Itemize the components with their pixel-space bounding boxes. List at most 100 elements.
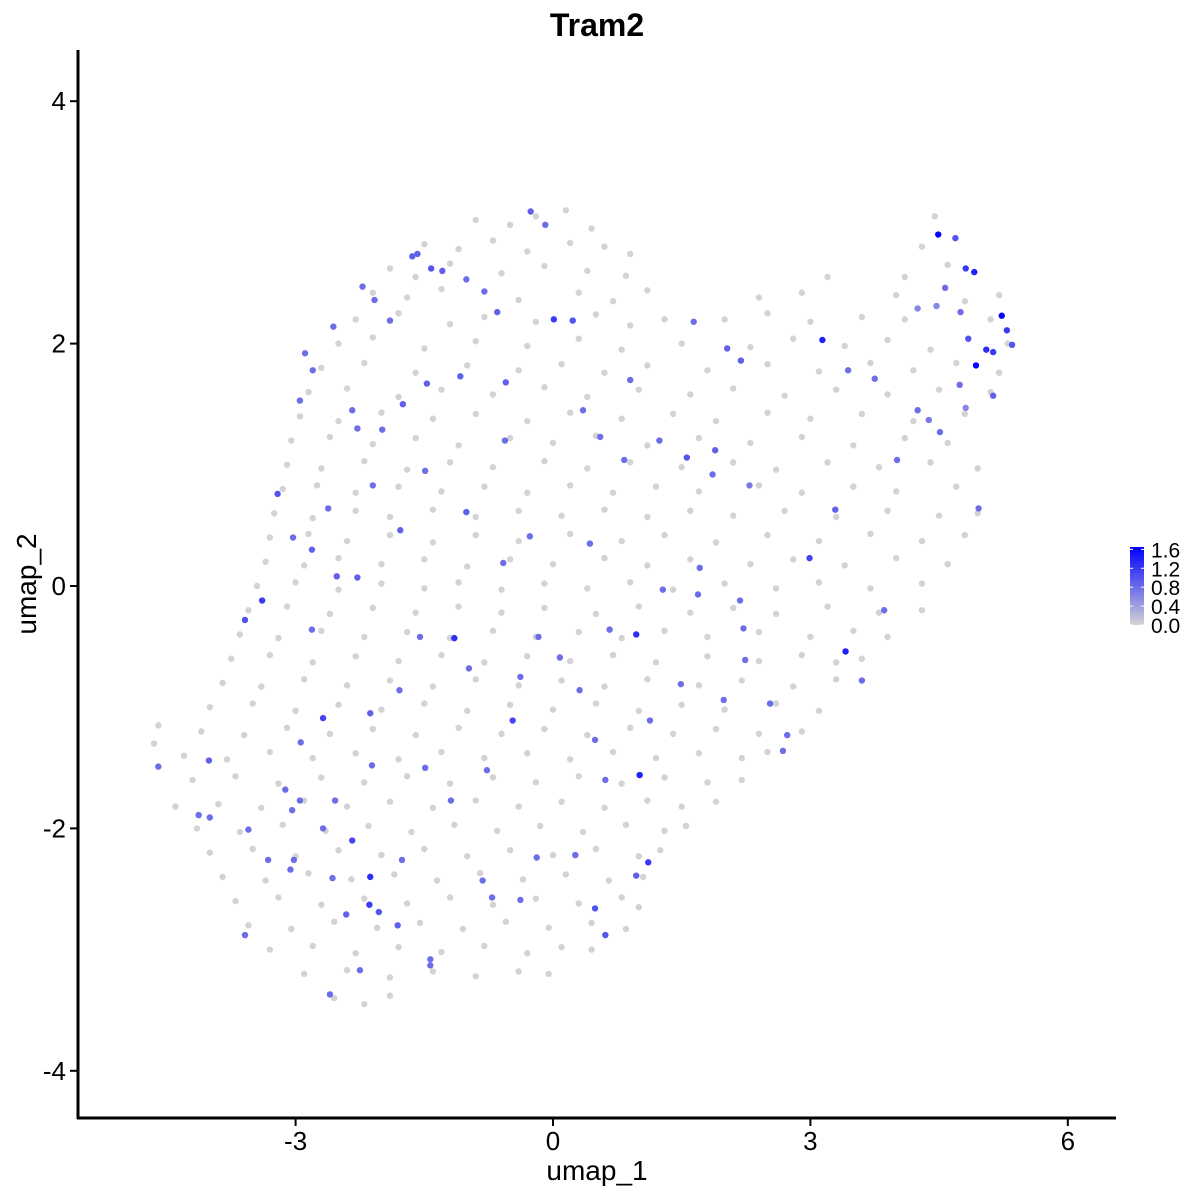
point-expressed	[694, 591, 702, 598]
point	[446, 321, 454, 328]
point	[798, 289, 806, 296]
point	[472, 410, 479, 418]
point	[532, 213, 540, 220]
point	[944, 439, 951, 447]
point	[536, 822, 544, 830]
point-expressed	[463, 276, 470, 283]
point	[609, 489, 617, 496]
point-expressed	[379, 426, 386, 433]
point	[215, 800, 222, 808]
point	[995, 369, 1003, 376]
point	[858, 655, 866, 662]
point-expressed	[766, 700, 774, 707]
point	[275, 894, 282, 901]
point	[622, 272, 630, 279]
point	[219, 873, 226, 881]
point	[335, 554, 342, 562]
point	[575, 289, 582, 296]
point	[644, 797, 651, 804]
point	[687, 609, 694, 616]
point	[386, 677, 394, 684]
point	[618, 780, 625, 787]
point-expressed	[576, 687, 583, 694]
point	[935, 386, 943, 393]
point	[506, 847, 514, 854]
point-expressed	[720, 696, 727, 704]
point-expressed	[740, 625, 747, 632]
point	[566, 756, 574, 763]
point	[369, 725, 377, 733]
point	[815, 537, 823, 545]
point-expressed	[296, 797, 304, 804]
point	[824, 273, 831, 281]
point	[352, 750, 359, 757]
point	[712, 417, 720, 425]
point	[498, 609, 505, 616]
point-expressed	[349, 837, 356, 844]
point	[421, 241, 428, 248]
point-expressed	[297, 739, 304, 746]
colorbar-label: 0.8	[1151, 577, 1180, 600]
point-expressed	[399, 401, 407, 408]
point	[433, 877, 441, 884]
point	[403, 773, 411, 780]
point-expressed	[517, 673, 524, 681]
point	[335, 417, 342, 425]
point	[704, 633, 711, 641]
point-expressed	[366, 901, 373, 908]
point-expressed	[447, 797, 455, 804]
point	[446, 260, 454, 267]
point	[515, 803, 522, 810]
point	[644, 513, 651, 521]
point	[678, 464, 685, 471]
point	[704, 653, 711, 660]
point-expressed	[737, 357, 745, 364]
point	[635, 386, 642, 393]
point	[326, 730, 334, 738]
point	[438, 386, 445, 393]
point	[180, 752, 188, 759]
point	[579, 828, 587, 836]
point-expressed	[371, 296, 378, 304]
point	[266, 748, 274, 756]
point	[549, 851, 557, 859]
point-expressed	[367, 873, 374, 881]
point	[455, 442, 462, 449]
point	[403, 466, 411, 473]
point	[790, 683, 797, 690]
point	[515, 968, 522, 975]
point	[601, 506, 608, 513]
point	[850, 627, 857, 635]
point	[901, 316, 908, 323]
point	[258, 683, 265, 690]
point	[253, 582, 261, 590]
point	[472, 531, 479, 539]
point-expressed	[398, 856, 406, 864]
point	[644, 676, 651, 683]
point-expressed	[494, 308, 501, 316]
point	[657, 847, 664, 854]
point	[489, 901, 497, 908]
point	[438, 651, 445, 659]
point	[249, 700, 256, 707]
point	[373, 924, 381, 931]
point	[266, 534, 274, 541]
point-expressed	[844, 367, 852, 374]
point-expressed	[245, 826, 252, 833]
point	[588, 946, 595, 953]
point	[832, 659, 840, 666]
point	[378, 409, 385, 416]
point	[502, 918, 510, 925]
point	[918, 243, 926, 250]
point-expressed	[535, 633, 542, 641]
point	[824, 459, 831, 466]
point	[867, 530, 874, 538]
point	[524, 417, 531, 425]
point	[712, 798, 720, 805]
colorbar-label: 0.0	[1151, 615, 1180, 638]
point	[729, 459, 737, 466]
point-expressed	[501, 437, 509, 444]
point	[704, 367, 711, 374]
point-expressed	[368, 762, 376, 769]
point	[395, 657, 402, 665]
